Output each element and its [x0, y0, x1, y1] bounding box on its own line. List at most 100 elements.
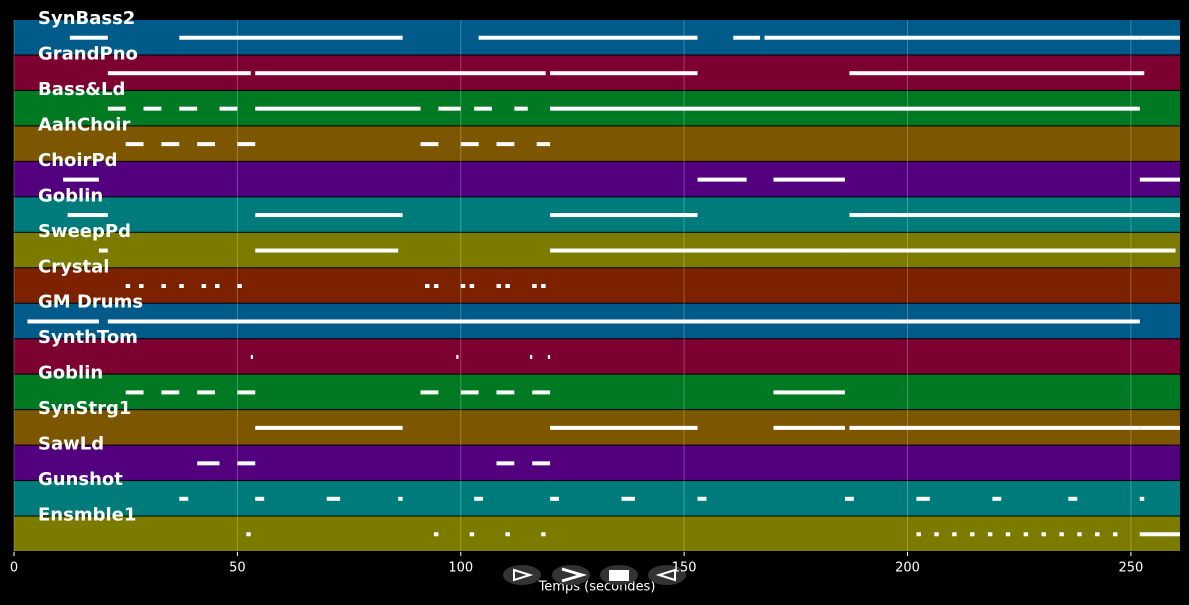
note	[469, 532, 475, 537]
note	[1139, 496, 1145, 501]
note	[550, 496, 560, 501]
note	[532, 390, 551, 395]
note	[773, 177, 845, 182]
note	[505, 532, 510, 537]
note	[433, 284, 439, 288]
track-name: ChoirPd	[38, 150, 118, 171]
track-name: Goblin	[38, 185, 103, 206]
play-button[interactable]	[503, 565, 541, 585]
note	[849, 425, 1140, 430]
note	[237, 284, 242, 288]
note	[255, 425, 403, 430]
note	[529, 354, 533, 359]
back-icon	[655, 568, 676, 582]
note	[179, 35, 403, 40]
note	[107, 319, 1140, 324]
note	[1068, 496, 1078, 501]
track-name: GrandPno	[38, 43, 138, 64]
back-button[interactable]	[648, 565, 686, 585]
note	[505, 284, 510, 288]
note	[733, 35, 761, 40]
note	[496, 284, 501, 288]
lanes	[14, 20, 1180, 551]
note	[1139, 177, 1180, 182]
note	[844, 248, 1176, 253]
note	[179, 496, 189, 501]
track-lane	[14, 339, 1180, 374]
note	[125, 284, 131, 288]
note	[197, 142, 216, 147]
note	[179, 106, 198, 111]
note	[420, 390, 439, 395]
note	[201, 284, 207, 288]
note	[161, 142, 180, 147]
play-icon	[513, 568, 534, 582]
note	[550, 425, 698, 430]
note	[621, 496, 635, 501]
track-lane	[14, 374, 1180, 410]
note	[1139, 35, 1180, 40]
note	[67, 213, 108, 218]
track-name: AahChoir	[38, 114, 130, 135]
note	[496, 142, 515, 147]
note	[69, 35, 108, 40]
transport-buttons	[503, 565, 686, 585]
note	[514, 106, 528, 111]
note	[197, 461, 220, 466]
note	[161, 390, 180, 395]
track-name: Bass&Ld	[38, 79, 125, 100]
note	[237, 461, 256, 466]
note	[460, 142, 479, 147]
note	[550, 248, 698, 253]
x-tick-label: 250	[1118, 561, 1143, 576]
note	[1041, 532, 1046, 537]
note	[438, 106, 461, 111]
track-lane	[14, 516, 1180, 551]
track-name: Goblin	[38, 363, 103, 384]
note	[107, 106, 126, 111]
track-name: SweepPd	[38, 221, 131, 242]
note	[1023, 532, 1029, 537]
track-lane	[14, 268, 1180, 303]
note	[219, 106, 238, 111]
track-name: SawLd	[38, 434, 104, 455]
forward-button[interactable]	[552, 565, 590, 585]
note	[460, 390, 479, 395]
note	[420, 142, 439, 147]
forward-icon	[561, 567, 588, 583]
note	[849, 71, 1145, 76]
note	[916, 532, 921, 537]
note	[215, 284, 220, 288]
note	[773, 390, 845, 395]
note	[547, 354, 551, 359]
labels: SynBass2 GrandPno Bass&Ld AahChoir ChoirPd Go…	[38, 8, 143, 526]
note	[161, 284, 166, 288]
note	[255, 496, 265, 501]
x-tick-label: 100	[448, 561, 473, 576]
note	[987, 532, 993, 537]
note	[255, 106, 421, 111]
note	[425, 284, 430, 288]
note	[934, 532, 939, 537]
note	[849, 213, 1180, 218]
note	[478, 35, 698, 40]
notes	[27, 35, 1180, 537]
note	[197, 390, 216, 395]
note	[474, 106, 493, 111]
note	[469, 284, 475, 288]
note	[456, 354, 459, 359]
note	[433, 532, 439, 537]
x-tick-label: 0	[10, 561, 18, 576]
note	[255, 213, 403, 218]
track-lane	[14, 481, 1180, 516]
note	[474, 496, 484, 501]
note	[952, 532, 957, 537]
note	[550, 71, 698, 76]
note	[143, 106, 162, 111]
note	[916, 496, 930, 501]
track-name: Crystal	[38, 256, 109, 277]
note	[1139, 532, 1180, 537]
note	[1059, 532, 1064, 537]
